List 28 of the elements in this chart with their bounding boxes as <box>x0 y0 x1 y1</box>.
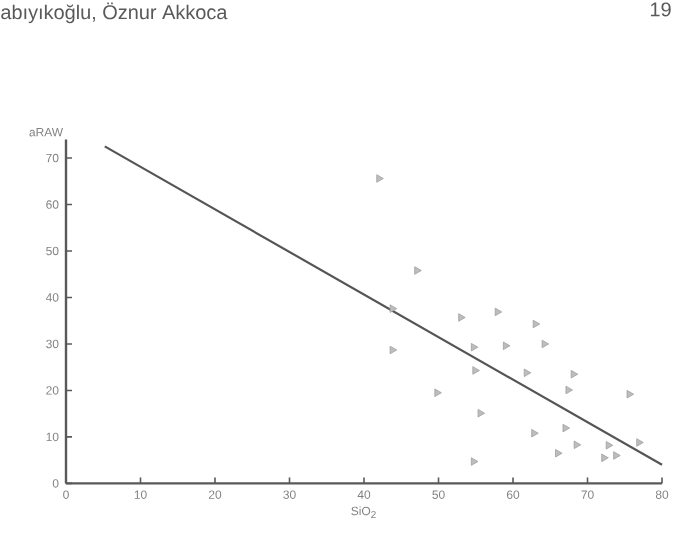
point <box>613 451 621 460</box>
point <box>532 319 541 329</box>
point <box>414 266 422 275</box>
point <box>523 368 532 377</box>
point <box>562 423 570 433</box>
point <box>636 438 644 447</box>
point <box>389 345 398 355</box>
point <box>601 453 609 463</box>
point <box>605 441 614 450</box>
point <box>494 307 503 317</box>
point <box>502 341 511 351</box>
point <box>541 339 550 349</box>
point <box>470 343 479 352</box>
point <box>477 409 486 418</box>
text: abıyıkoğlu, Öznur Akkoca <box>1 2 228 24</box>
point <box>434 388 442 397</box>
point <box>389 304 398 313</box>
point <box>626 389 635 399</box>
point <box>472 366 480 375</box>
point <box>573 440 582 450</box>
text: 19 <box>650 2 671 17</box>
point <box>570 369 579 379</box>
point <box>565 385 573 395</box>
point <box>458 313 466 322</box>
point <box>470 457 479 466</box>
point <box>531 429 539 438</box>
point <box>376 174 384 183</box>
point <box>555 448 563 458</box>
